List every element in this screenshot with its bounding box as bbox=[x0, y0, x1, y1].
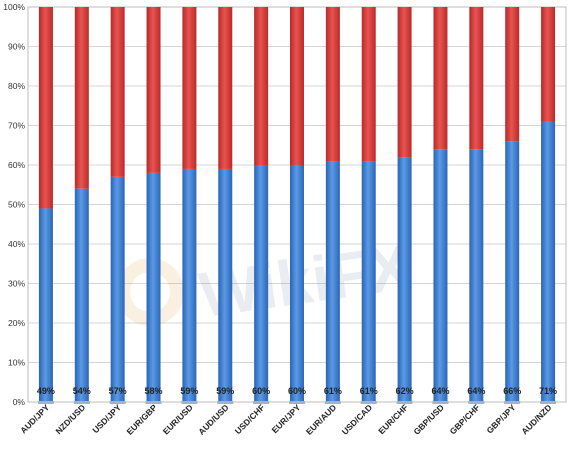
x-tick-label: EUR/AUD bbox=[304, 402, 338, 436]
bar-base bbox=[289, 401, 305, 404]
bar-base bbox=[37, 401, 54, 404]
bar-segment-blue bbox=[110, 176, 125, 402]
bar-base bbox=[145, 401, 162, 404]
data-label: 62% bbox=[396, 386, 414, 396]
y-tick-label: 80% bbox=[8, 81, 25, 91]
data-label: 66% bbox=[503, 386, 521, 396]
bar-segment-blue bbox=[325, 161, 340, 402]
x-tick-label: AUD/NZD bbox=[519, 402, 553, 436]
bar-base bbox=[324, 401, 341, 404]
y-tick-label: 100% bbox=[3, 2, 25, 12]
bar-segment-red bbox=[505, 7, 520, 142]
bar-segment-red bbox=[254, 7, 269, 165]
x-tick-label: USD/JPY bbox=[90, 402, 123, 435]
y-tick-label: 90% bbox=[8, 42, 25, 52]
y-tick-label: 50% bbox=[8, 200, 25, 210]
bar-base bbox=[540, 401, 557, 404]
bar-segment-red bbox=[218, 7, 233, 169]
bar-base bbox=[504, 401, 521, 404]
bar-base bbox=[360, 401, 377, 404]
y-tick-label: 70% bbox=[8, 121, 25, 131]
bars-layer bbox=[37, 7, 557, 404]
bar-segment-blue bbox=[218, 168, 233, 402]
bar-segment-blue bbox=[290, 165, 304, 402]
bar-base bbox=[181, 401, 198, 404]
bar-segment-red bbox=[469, 7, 484, 150]
bar-segment-red bbox=[397, 7, 412, 158]
bar-segment-blue bbox=[541, 121, 556, 403]
bar-segment-red bbox=[74, 7, 89, 189]
bar-segment-blue bbox=[397, 157, 412, 402]
x-axis-labels: AUD/JPY NZD/USD USD/JPY EUR/GBP EUR/USD AUD/U… bbox=[18, 402, 553, 437]
x-tick-label: EUR/CHF bbox=[376, 402, 410, 436]
data-label: 49% bbox=[37, 386, 55, 396]
bar-segment-blue bbox=[361, 161, 376, 402]
x-tick-label: GBP/USD bbox=[411, 402, 445, 436]
x-tick-label: EUR/USD bbox=[161, 402, 195, 436]
bar-base bbox=[432, 401, 449, 404]
bar-segment-blue bbox=[254, 165, 269, 402]
x-tick-label: AUD/JPY bbox=[18, 402, 51, 435]
data-labels: 49% 54% 57% 58% 59% 59% 60% 60% 61% 61% 62% 64% 64% 6… bbox=[37, 386, 557, 396]
data-label: 61% bbox=[360, 386, 378, 396]
x-tick-label: GBP/JPY bbox=[484, 402, 517, 435]
bar-base bbox=[468, 401, 485, 404]
x-tick-label: AUD/USD bbox=[196, 402, 230, 436]
bar-segment-red bbox=[38, 7, 53, 209]
data-label: 54% bbox=[73, 386, 91, 396]
y-tick-label: 30% bbox=[8, 279, 25, 289]
y-axis-labels: 0% 10% 20% 30% 40% 50% 60% 70% 80% 90% 100% bbox=[3, 2, 25, 407]
bar-base bbox=[109, 401, 126, 404]
bar-segment-blue bbox=[74, 188, 89, 402]
data-label: 71% bbox=[539, 386, 557, 396]
bar-segment-blue bbox=[469, 149, 484, 402]
bar-base bbox=[396, 401, 413, 404]
y-tick-label: 20% bbox=[8, 318, 25, 328]
bar-base bbox=[217, 401, 234, 404]
bar-segment-red bbox=[290, 7, 304, 165]
y-tick-label: 40% bbox=[8, 239, 25, 249]
bar-segment-red bbox=[433, 7, 448, 150]
bar-segment-red bbox=[146, 7, 161, 173]
data-label: 64% bbox=[431, 386, 449, 396]
data-label: 60% bbox=[252, 386, 270, 396]
data-label: 64% bbox=[467, 386, 485, 396]
bar-segment-red bbox=[182, 7, 197, 169]
data-label: 59% bbox=[180, 386, 198, 396]
data-label: 60% bbox=[288, 386, 306, 396]
data-label: 61% bbox=[324, 386, 342, 396]
y-tick-label: 10% bbox=[8, 358, 25, 368]
data-label: 57% bbox=[109, 386, 127, 396]
x-tick-label: NZD/USD bbox=[53, 402, 87, 436]
bar-base bbox=[253, 401, 270, 404]
y-tick-label: 0% bbox=[13, 397, 26, 407]
x-tick-label: EUR/JPY bbox=[270, 402, 303, 435]
bar-segment-red bbox=[325, 7, 340, 162]
data-label: 58% bbox=[145, 386, 163, 396]
data-label: 59% bbox=[216, 386, 234, 396]
bar-base bbox=[73, 401, 90, 404]
x-tick-label: GBP/CHF bbox=[448, 402, 482, 436]
x-tick-label: USD/CAD bbox=[340, 402, 374, 436]
x-tick-label: EUR/GBP bbox=[124, 402, 159, 437]
bar-segment-blue bbox=[146, 172, 161, 402]
bar-segment-red bbox=[361, 7, 376, 162]
bar-segment-blue bbox=[38, 208, 53, 402]
bar-segment-blue bbox=[182, 168, 197, 402]
y-tick-label: 60% bbox=[8, 160, 25, 170]
x-tick-label: USD/CHF bbox=[233, 402, 267, 436]
bar-segment-red bbox=[541, 7, 556, 122]
bar-segment-red bbox=[110, 7, 125, 177]
bar-segment-blue bbox=[505, 141, 520, 403]
bar-segment-blue bbox=[433, 149, 448, 402]
